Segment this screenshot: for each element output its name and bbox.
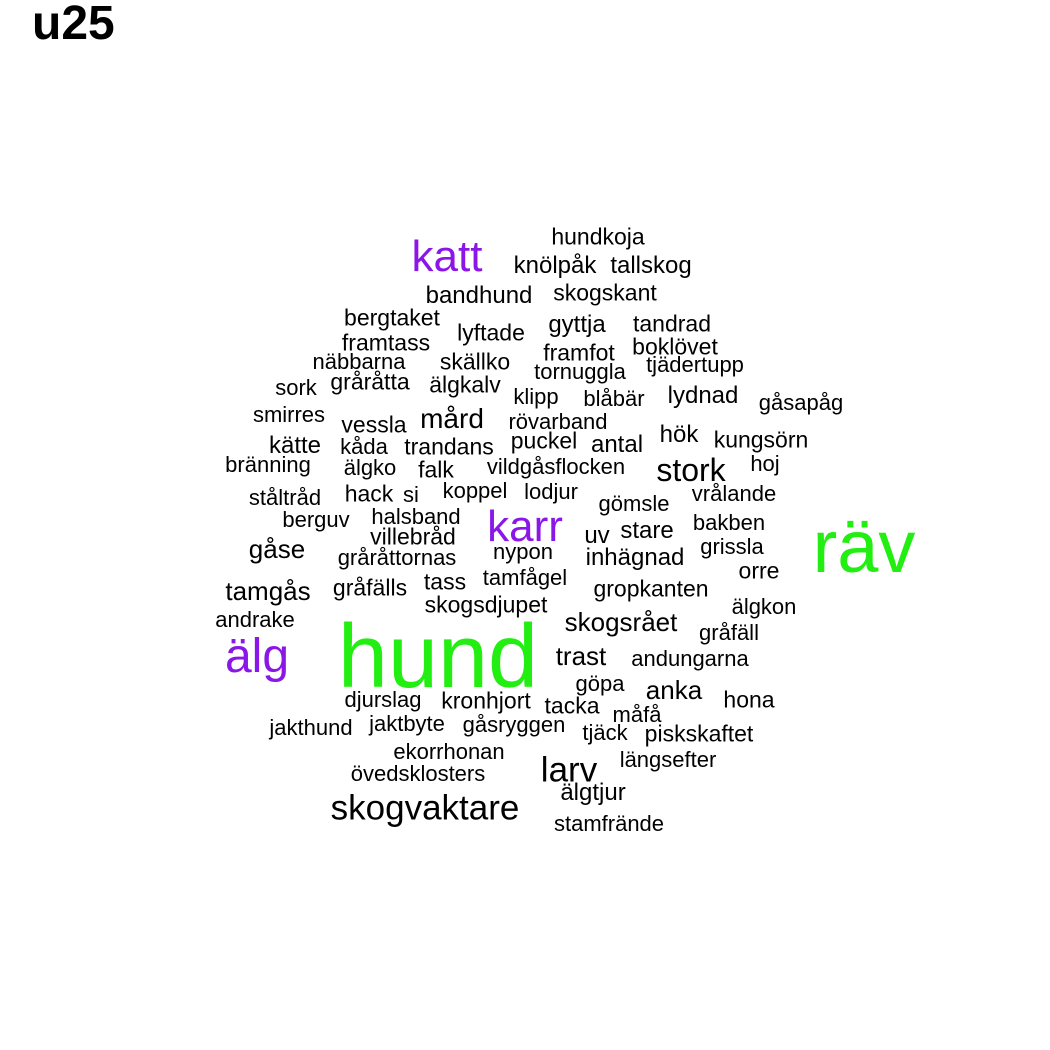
word-katte: kätte	[268, 432, 322, 459]
word-vildgasflocken: vildgåsflocken	[486, 454, 626, 479]
word-ovedsklosters: övedsklosters	[350, 761, 486, 786]
word-algko: älgko	[343, 455, 397, 480]
word-kungsorn: kungsörn	[713, 426, 809, 453]
word-staltrad: ståltråd	[248, 485, 322, 510]
word-gasapag: gåsapåg	[758, 390, 844, 415]
word-anka: anka	[645, 675, 703, 705]
word-nabbarna: näbbarna	[312, 349, 406, 374]
word-ekorrhonan: ekorrhonan	[393, 739, 505, 764]
word-tjack: tjäck	[582, 720, 628, 745]
word-branning: bränning	[225, 452, 311, 477]
word-algtjur: älgtjur	[560, 779, 626, 806]
word-katt: katt	[411, 232, 483, 281]
word-halsband: halsband	[371, 504, 461, 529]
word-lodjur: lodjur	[524, 479, 578, 504]
word-gyttja: gyttja	[548, 311, 606, 338]
word-gasryggen: gåsryggen	[462, 712, 566, 737]
word-bergtaket: bergtaket	[344, 304, 440, 331]
word-bandhund: bandhund	[425, 282, 533, 309]
word-blabar: blåbär	[583, 386, 645, 411]
word-falk: falk	[418, 456, 454, 483]
word-hona: hona	[723, 686, 775, 713]
word-tass: tass	[423, 568, 467, 595]
word-skallko: skällko	[439, 348, 511, 375]
word-algkalv: älgkalv	[429, 371, 501, 398]
word-karr: karr	[487, 502, 563, 551]
word-mard: mård	[420, 403, 484, 434]
word-rovarband: rövarband	[508, 409, 608, 434]
word-grarattornas: gråråttornas	[337, 545, 457, 570]
word-mafa: måfå	[612, 702, 662, 727]
word-hok: hök	[659, 421, 699, 448]
word-antal: antal	[590, 431, 644, 458]
word-grafalls: gråfälls	[332, 574, 408, 601]
word-trast: trast	[555, 641, 607, 671]
word-inhagnad: inhägnad	[585, 544, 685, 571]
word-uv: uv	[584, 522, 610, 549]
word-lyftade: lyftade	[457, 319, 525, 346]
word-trandans: trandans	[404, 433, 494, 460]
word-andungarna: andungarna	[631, 646, 749, 671]
word-tamfagel: tamfågel	[482, 565, 568, 590]
word-langsefter: längsefter	[619, 747, 717, 772]
word-nypon: nypon	[493, 539, 553, 564]
word-skogvaktare: skogvaktare	[330, 788, 520, 828]
word-stork: stork	[656, 452, 726, 488]
word-tallskog: tallskog	[610, 252, 692, 279]
word-kada: kåda	[340, 434, 388, 459]
word-berguv: berguv	[282, 507, 350, 532]
word-smirres: smirres	[252, 402, 326, 427]
word-orre: orre	[738, 557, 780, 584]
word-villebrad: villebråd	[370, 523, 456, 550]
word-bakben: bakben	[692, 510, 766, 535]
word-hundkoja: hundkoja	[551, 223, 645, 250]
word-skogskant: skogskant	[553, 279, 657, 306]
word-andrake: andrake	[215, 607, 295, 632]
word-gomsle: gömsle	[598, 491, 670, 516]
word-larv: larv	[540, 750, 598, 790]
word-hund: hund	[337, 607, 539, 707]
word-gopa: göpa	[575, 671, 625, 696]
word-rav: räv	[812, 505, 916, 588]
word-grissla: grissla	[700, 534, 764, 559]
word-algkon: älgkon	[731, 594, 797, 619]
word-tornuggla: tornuggla	[534, 359, 626, 384]
word-si: si	[403, 482, 419, 507]
word-stare: stare	[620, 517, 674, 544]
word-knolpak: knölpåk	[513, 252, 597, 279]
word-vralande: vrålande	[691, 481, 777, 506]
word-klipp: klipp	[513, 384, 559, 409]
word-boklovet: boklövet	[632, 333, 718, 360]
word-tamgas: tamgås	[225, 576, 311, 606]
word-djurslag: djurslag	[344, 687, 422, 712]
word-hack: hack	[344, 480, 394, 507]
word-alg: älg	[224, 630, 290, 683]
word-skogsraet: skogsrået	[564, 607, 678, 637]
word-sork: sork	[275, 375, 317, 400]
word-tandrad: tandrad	[632, 310, 712, 337]
word-tacka: tacka	[544, 692, 600, 719]
word-puckel: puckel	[510, 427, 578, 454]
word-gase: gåse	[248, 534, 306, 564]
word-vessla: vessla	[341, 411, 407, 438]
word-skogsdjupet: skogsdjupet	[424, 591, 548, 618]
word-framfot: framfot	[543, 339, 615, 366]
plot-title: u25	[32, 0, 115, 50]
word-grafall: gråfäll	[699, 620, 759, 645]
word-framtass: framtass	[341, 329, 431, 356]
word-graratta: gråråtta	[330, 368, 410, 395]
word-hoj: hoj	[750, 451, 780, 476]
word-kronhjort: kronhjort	[441, 687, 531, 714]
word-stamfrande: stamfrände	[553, 811, 665, 836]
word-gropkanten: gropkanten	[593, 575, 709, 602]
word-jakthund: jakthund	[269, 715, 353, 740]
word-jaktbyte: jaktbyte	[369, 711, 445, 736]
word-piskskaftet: piskskaftet	[644, 720, 754, 747]
word-koppel: koppel	[442, 478, 508, 503]
word-tjadertupp: tjädertupp	[646, 352, 744, 377]
word-lydnad: lydnad	[667, 382, 739, 409]
